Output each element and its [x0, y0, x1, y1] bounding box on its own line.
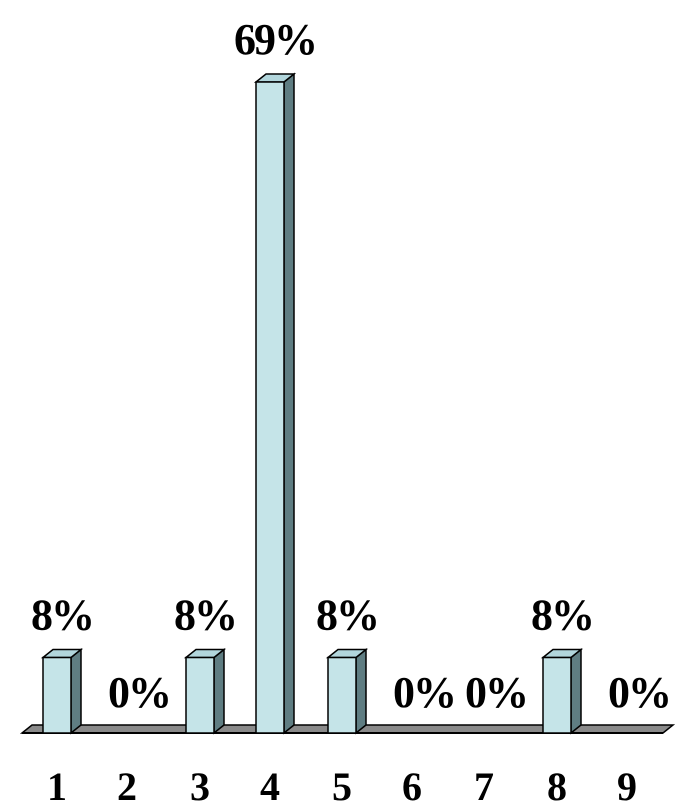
data-label: 8% [316, 591, 378, 640]
bar-side [70, 647, 82, 735]
x-tick-label: 3 [190, 764, 210, 809]
bar-4 [253, 72, 297, 735]
data-label: 8% [531, 591, 593, 640]
bar-8 [540, 647, 584, 735]
data-labels: 8%0%8%69%8%0% 0%8%0% [31, 15, 672, 717]
data-label: 8% [174, 591, 236, 640]
bar-side [283, 72, 295, 735]
bar-front [185, 656, 215, 734]
data-label: 8% [31, 591, 93, 640]
x-tick-label: 7 [474, 764, 494, 809]
data-label: 0% [608, 668, 670, 717]
bar-front [42, 656, 72, 734]
bars [40, 72, 584, 735]
x-tick-label: 8 [547, 764, 567, 809]
data-label: 69% [234, 15, 316, 64]
category-labels: 1 2 3 4 5 6 7 8 9 [47, 764, 637, 809]
data-label: 0% [108, 668, 170, 717]
bar-side [570, 647, 582, 735]
bar-front [542, 656, 572, 734]
x-tick-label: 2 [117, 764, 137, 809]
x-tick-label: 6 [402, 764, 422, 809]
bar-front [327, 656, 357, 734]
x-tick-label: 4 [260, 764, 280, 809]
bar-front [255, 81, 285, 734]
data-label: 0% [465, 668, 527, 717]
x-tick-label: 5 [332, 764, 352, 809]
data-label: 0% [393, 668, 455, 717]
bar-side [213, 647, 225, 735]
bar-1 [40, 647, 84, 735]
x-tick-label: 9 [617, 764, 637, 809]
bar-side [355, 647, 367, 735]
bar-5 [325, 647, 369, 735]
x-tick-label: 1 [47, 764, 67, 809]
bar-3 [183, 647, 227, 735]
